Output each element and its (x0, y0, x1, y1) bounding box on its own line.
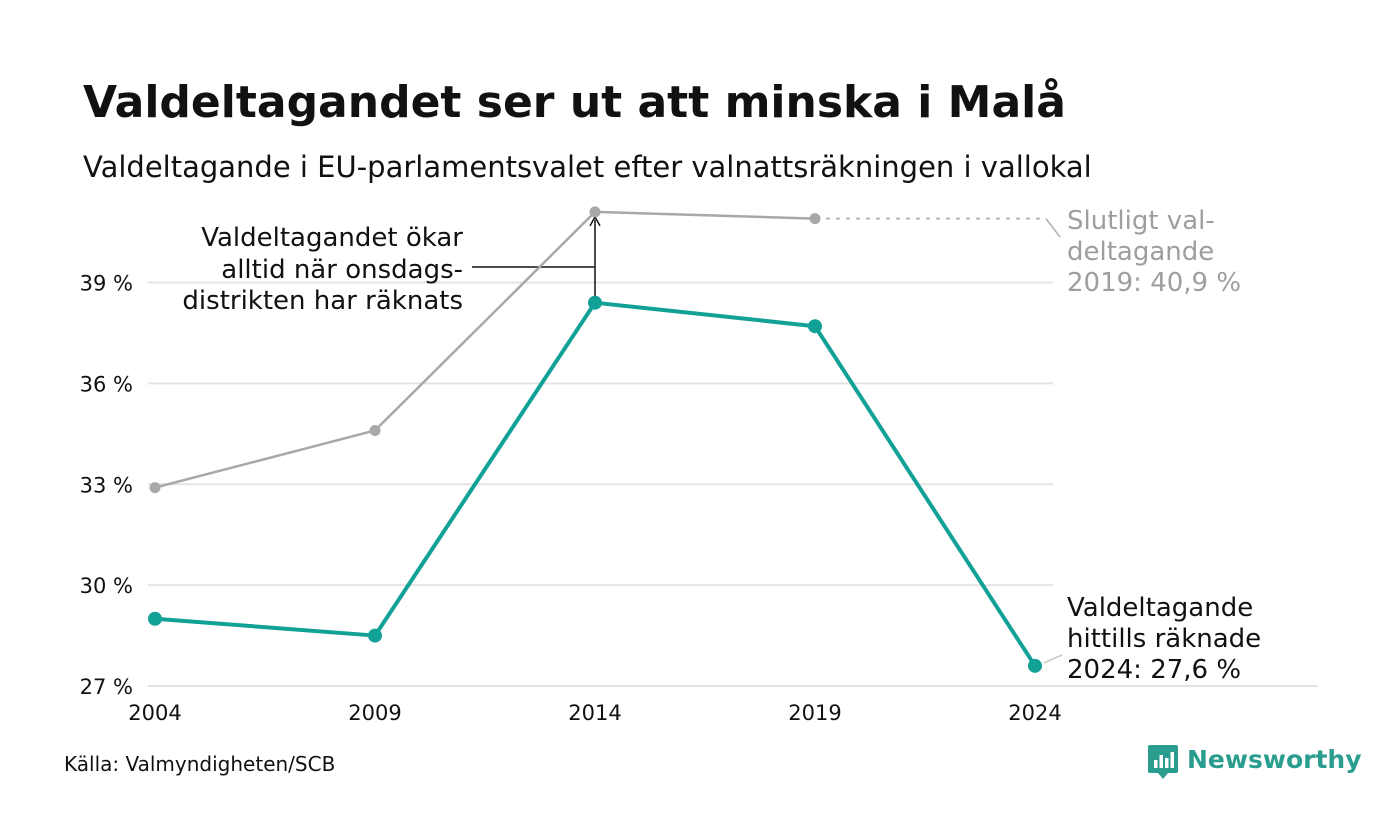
x-tick-label-2009: 2009 (348, 701, 401, 725)
chart-title: Valdeltagandet ser ut att minska i Malå (83, 77, 1066, 128)
y-tick-label-33: 33 % (80, 473, 133, 497)
chart-subtitle: Valdeltagande i EU-parlamentsvalet efter… (83, 150, 1092, 184)
annotation-onsdag-line-1: Valdeltagandet ökar (201, 223, 463, 253)
brand-name: Newsworthy (1187, 745, 1362, 774)
annotation-onsdag-line-2: alltid när onsdags- (221, 255, 463, 285)
series-point-preliminary-2004 (148, 611, 162, 626)
y-axis-ticks: 27 % 30 % 33 % 36 % 39 % (80, 272, 133, 699)
annotation-current-2024-line-2: hittills räknade (1067, 624, 1261, 654)
annotation-final-2019: Slutligt val- deltagande 2019: 40,9 % (1067, 206, 1241, 298)
annotation-current-2024-leader (1043, 654, 1063, 664)
x-tick-label-2024: 2024 (1008, 701, 1061, 725)
series-point-preliminary-2024 (1028, 658, 1042, 673)
source-note: Källa: Valmyndigheten/SCB (64, 752, 335, 776)
annotation-connectors (472, 215, 1063, 664)
annotation-current-2024: Valdeltagande hittills räknade 2024: 27,… (1067, 593, 1261, 685)
grid-lines (148, 281, 1053, 587)
y-tick-label-39: 39 % (80, 272, 133, 296)
series-point-preliminary-2019 (808, 319, 822, 334)
series-point-preliminary-2009 (368, 628, 382, 643)
annotation-final-2019-line-1: Slutligt val- (1067, 206, 1215, 236)
y-tick-label-36: 36 % (80, 372, 133, 396)
annotation-onsdag-line-3: distrikten har räknats (182, 286, 463, 316)
y-tick-label-27: 27 % (80, 675, 133, 699)
annotation-final-2019-line-3: 2019: 40,9 % (1067, 268, 1241, 298)
annotation-current-2024-line-3: 2024: 27,6 % (1067, 655, 1241, 685)
newsworthy-logo: Newsworthy (1148, 745, 1362, 779)
annotation-onsdag: Valdeltagandet ökar alltid när onsdags- … (182, 223, 463, 316)
series-line-final (153, 210, 817, 489)
x-axis-ticks: 2004 2009 2014 2019 2024 (128, 701, 1061, 725)
y-tick-label-30: 30 % (80, 574, 133, 598)
x-tick-label-2004: 2004 (128, 701, 181, 725)
x-tick-label-2014: 2014 (568, 701, 621, 725)
series-layer (148, 206, 1042, 673)
newsworthy-chart-icon (1148, 745, 1178, 779)
series-point-final-2004 (149, 482, 161, 494)
series-point-final-2009 (369, 424, 381, 436)
annotation-current-2024-line-1: Valdeltagande (1067, 593, 1253, 623)
series-point-final-2014 (589, 206, 601, 218)
series-point-preliminary-2014 (588, 295, 602, 310)
annotation-final-2019-line-2: deltagande (1067, 237, 1214, 267)
x-tick-label-2019: 2019 (788, 701, 841, 725)
series-point-final-2019 (809, 213, 821, 225)
annotation-final-2019-tick (1045, 218, 1061, 238)
